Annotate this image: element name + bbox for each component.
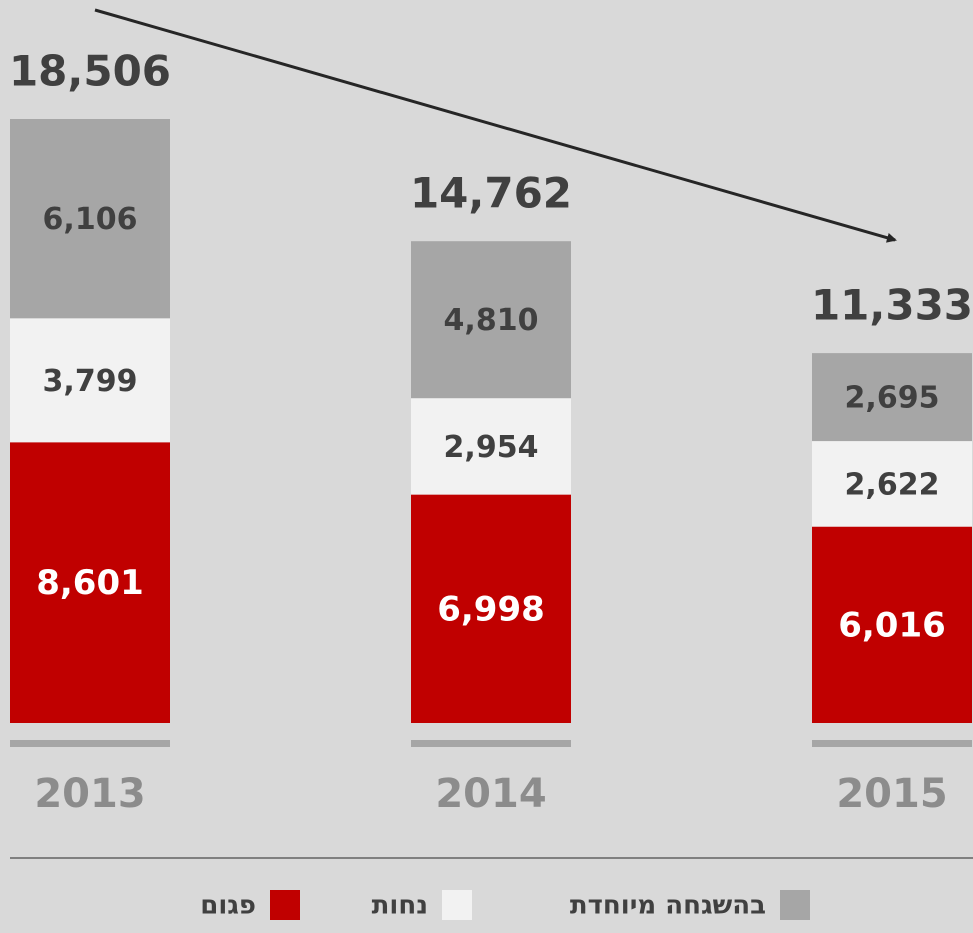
legend-label: פגום xyxy=(200,891,256,921)
value-label: 2,954 xyxy=(444,430,539,465)
x-tick-label: 2015 xyxy=(836,771,947,817)
bar-segment xyxy=(411,398,571,495)
legend-label: בהשגחה מיוחדת xyxy=(570,891,766,921)
bar-segment xyxy=(812,441,972,527)
bar-segment xyxy=(812,526,972,723)
value-label: 6,998 xyxy=(437,589,545,629)
bar-segment xyxy=(411,494,571,723)
legend-swatch xyxy=(442,890,472,920)
value-label: 2,622 xyxy=(845,467,940,502)
value-label: 2,695 xyxy=(845,381,940,416)
legend-swatch xyxy=(780,890,810,920)
bar-segment xyxy=(411,241,571,399)
legend-label: נחות xyxy=(372,891,428,921)
x-tick-label: 2013 xyxy=(34,771,145,817)
bar-segment xyxy=(812,353,972,442)
value-label: 6,016 xyxy=(838,605,946,645)
value-label: 8,601 xyxy=(36,563,144,603)
total-label: 14,762 xyxy=(410,169,572,218)
bar-segment xyxy=(10,442,170,723)
total-label: 18,506 xyxy=(9,47,171,96)
value-label: 4,810 xyxy=(444,303,539,338)
value-label: 3,799 xyxy=(43,364,138,399)
bar-segment xyxy=(10,318,170,443)
trend-arrow xyxy=(94,8,897,243)
total-label: 11,333 xyxy=(811,281,973,330)
legend-swatch xyxy=(270,890,300,920)
x-tick-label: 2014 xyxy=(435,771,546,817)
baseline xyxy=(812,740,972,747)
baseline xyxy=(411,740,571,747)
value-label: 6,106 xyxy=(43,202,138,237)
bar-segment xyxy=(10,119,170,319)
baseline xyxy=(10,740,170,747)
